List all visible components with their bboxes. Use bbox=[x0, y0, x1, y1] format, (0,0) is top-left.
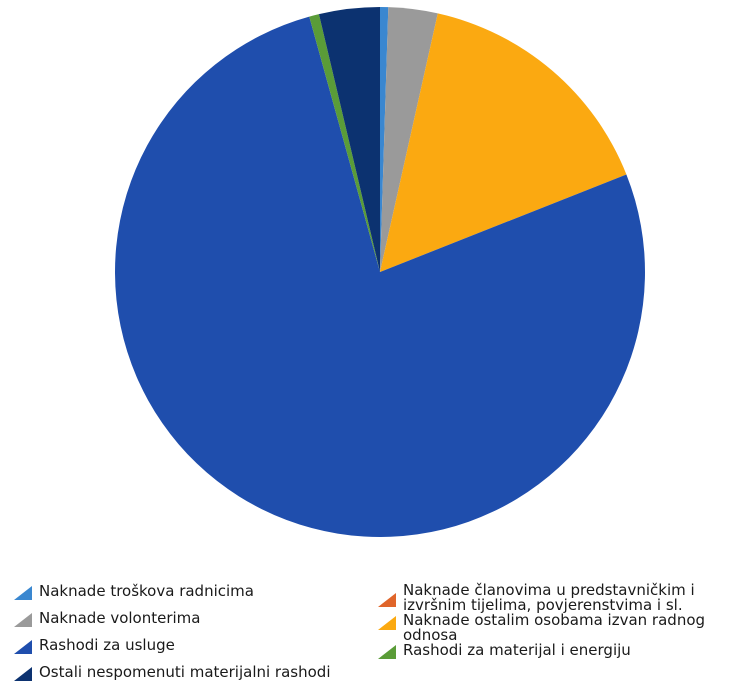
pie-chart bbox=[0, 0, 743, 684]
